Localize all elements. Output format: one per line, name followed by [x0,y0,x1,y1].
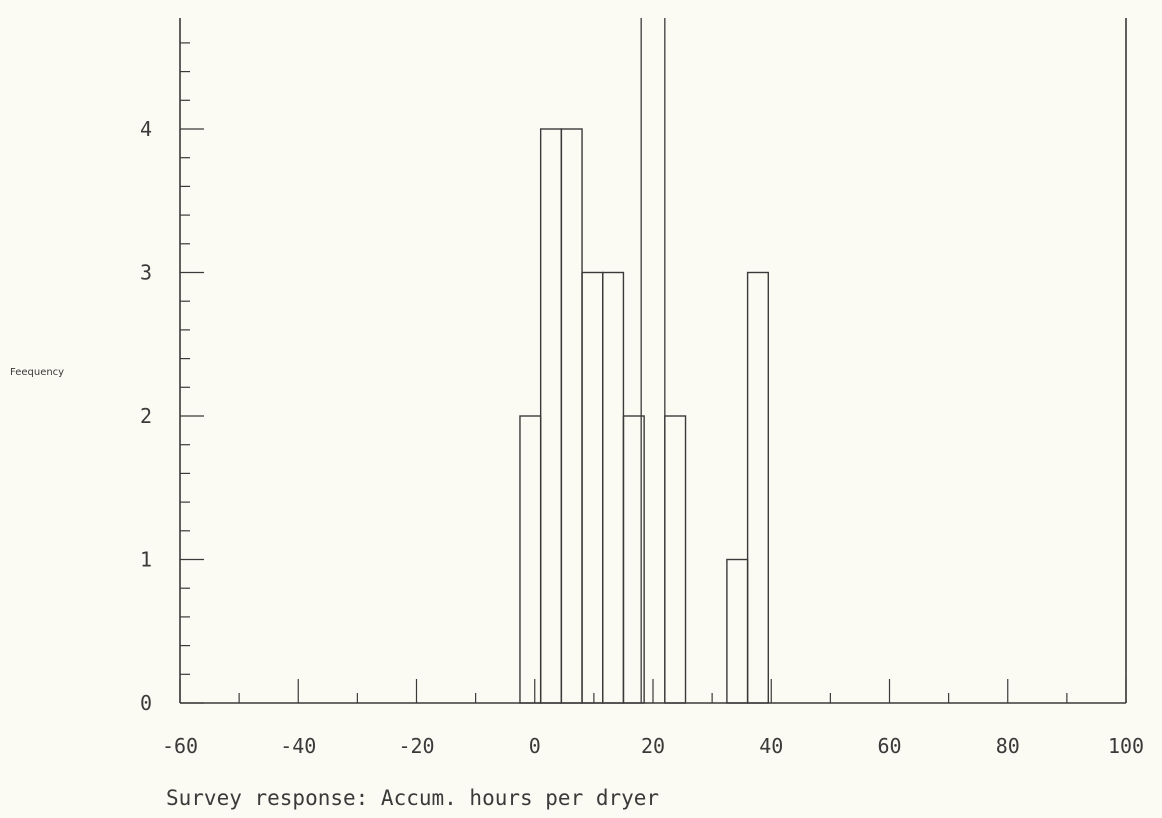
x-tick-label: 80 [996,734,1020,758]
x-tick-label: 60 [877,734,901,758]
x-tick-label: -40 [280,734,316,758]
y-tick-label: 1 [140,548,152,572]
histogram-bar [602,271,625,704]
histogram-bar [539,128,563,704]
y-tick-label: 2 [140,404,152,428]
x-tick-label: 20 [641,734,665,758]
x-tick-label: 100 [1108,734,1144,758]
histogram-bar [581,271,604,704]
y-tick-label: 3 [140,261,152,285]
x-tick-label: -20 [398,734,434,758]
x-tick-labels: -60 -40 -20 0 20 40 60 80 100 [162,734,1144,758]
x-axis-label: Survey response: Accum. hours per dryer [166,786,659,810]
x-tick-label: -60 [162,734,198,758]
y-tick-label: 0 [140,691,152,715]
histogram-bar [560,128,583,704]
histogram-bar [664,415,687,704]
histogram-bar [726,558,749,704]
histogram-bar [519,415,542,704]
x-tick-label: 0 [529,734,541,758]
reference-lines [640,18,666,703]
histogram-bar [746,271,769,704]
y-tick-labels: 0 1 2 3 4 [140,117,152,715]
y-tick-label: 4 [140,117,152,141]
axis-ticks [179,42,1127,704]
y-axis-label: Feequency [10,367,64,378]
x-tick-label: 40 [759,734,783,758]
bars [519,128,769,704]
